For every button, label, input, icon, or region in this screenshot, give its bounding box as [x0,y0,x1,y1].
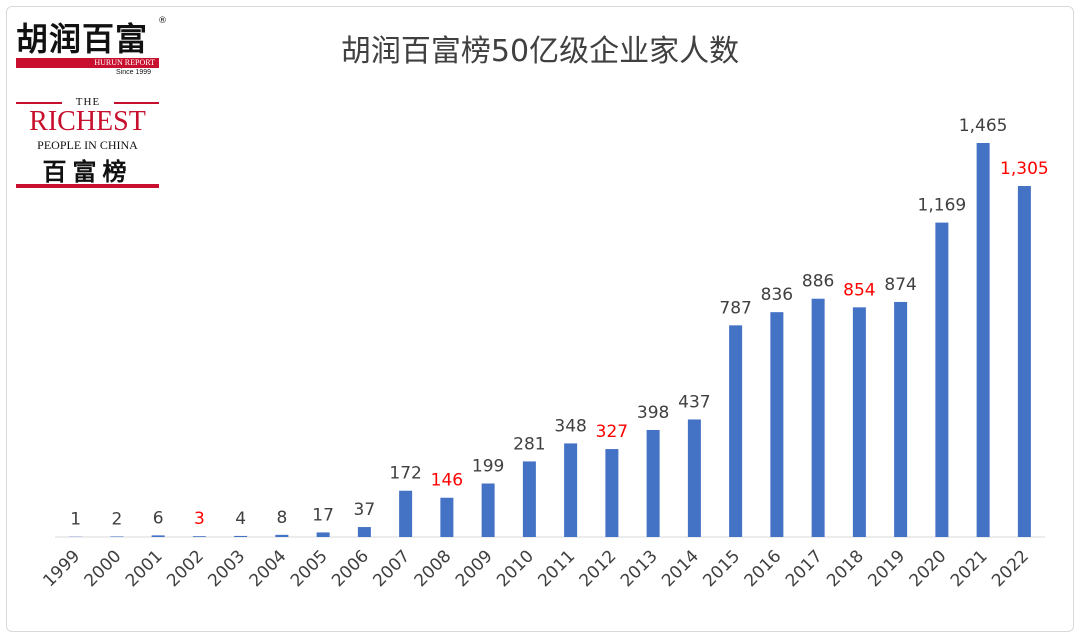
x-tick-label-2015: 2015 [699,546,744,591]
bar-2003 [234,535,248,537]
bar-2010 [522,461,536,537]
data-label-2007: 172 [389,464,421,484]
rule-right [114,102,159,104]
bar-2013 [646,429,660,537]
bar-2002 [192,536,206,537]
data-label-2002: 3 [194,509,205,529]
logo-the: THE [75,96,101,108]
x-tick-label-2019: 2019 [864,546,909,591]
richest-logo: THE RICHEST PEOPLE IN CHINA 百富榜 [16,96,161,192]
x-tick-label-2013: 2013 [617,546,662,591]
data-label-2006: 37 [354,500,376,520]
bar-2016 [770,312,784,537]
hurun-logo-cn: 胡润百富 [16,20,149,58]
x-tick-label-2018: 2018 [823,546,868,591]
x-tick-label-2007: 2007 [369,546,414,591]
x-tick-label-1999: 1999 [39,546,84,591]
logo-redbar [16,184,159,188]
data-label-2021: 1,465 [959,116,1008,136]
rule-left [16,102,62,104]
bar-2009 [481,483,495,537]
data-label-2000: 2 [111,509,122,529]
data-label-2010: 281 [513,434,545,454]
x-tick-label-2020: 2020 [906,546,951,591]
x-tick-label-2000: 2000 [81,546,126,591]
registered-mark: ® [158,16,167,26]
data-label-2012: 327 [596,422,628,442]
data-label-2005: 17 [312,505,334,525]
bar-2019 [894,301,908,537]
x-tick-label-2009: 2009 [452,546,497,591]
x-tick-label-2006: 2006 [328,546,373,591]
bar-2017 [811,298,825,537]
since-text: Since 1999 [116,69,152,76]
bar-2021 [976,143,990,537]
logo-list-cn: 百富榜 [42,158,133,186]
data-label-2009: 199 [472,456,504,476]
data-label-2004: 8 [276,508,287,528]
data-label-2008: 146 [431,471,463,491]
data-label-2001: 6 [153,508,164,528]
data-label-2003: 4 [235,509,246,529]
bar-2007 [399,490,413,537]
chart-title: 胡润百富榜50亿级企业家人数 [340,34,740,69]
data-label-2019: 874 [884,275,916,295]
bar-2008 [440,497,454,537]
x-tick-label-2010: 2010 [493,546,538,591]
x-tick-label-2004: 2004 [246,546,291,591]
bar-2005 [316,532,330,537]
bar-2000 [110,536,124,537]
x-tick-label-2011: 2011 [534,546,579,591]
hurun-report-bar: HURUN REPORT [16,58,159,68]
data-label-2020: 1,169 [918,196,967,216]
data-label-2016: 836 [761,285,793,305]
x-tick-label-2017: 2017 [782,546,827,591]
data-label-1999: 1 [70,510,81,530]
data-label-2014: 437 [678,392,710,412]
data-label-2018: 854 [843,280,875,300]
x-tick-label-2005: 2005 [287,546,332,591]
bar-2001 [151,535,165,537]
logo-richest: RICHEST [29,106,146,137]
x-tick-label-2021: 2021 [947,546,992,591]
bar-2015 [729,325,743,537]
bar-2022 [1017,186,1031,538]
x-tick-label-2022: 2022 [988,546,1033,591]
logo-people: PEOPLE IN CHINA [37,138,138,152]
x-tick-label-2002: 2002 [163,546,208,591]
bar-2012 [605,449,619,537]
x-tick-label-2014: 2014 [658,546,703,591]
data-label-2015: 787 [719,298,751,318]
hurun-logo: 胡润百富 ® HURUN REPORT Since 1999 [16,14,167,76]
x-tick-label-2012: 2012 [576,546,621,591]
bar-2014 [687,419,701,537]
bar-2020 [935,222,949,538]
x-tick-label-2016: 2016 [741,546,786,591]
data-label-2013: 398 [637,403,669,423]
bar-2006 [357,527,371,537]
bar-2004 [275,534,289,537]
data-label-2017: 886 [802,272,834,292]
bar-2018 [852,307,866,537]
data-label-2011: 348 [554,416,586,436]
data-label-2022: 1,305 [1000,159,1049,179]
x-tick-label-2003: 2003 [204,546,249,591]
x-tick-label-2001: 2001 [122,546,167,591]
x-tick-label-2008: 2008 [411,546,456,591]
bar-2011 [564,443,578,537]
